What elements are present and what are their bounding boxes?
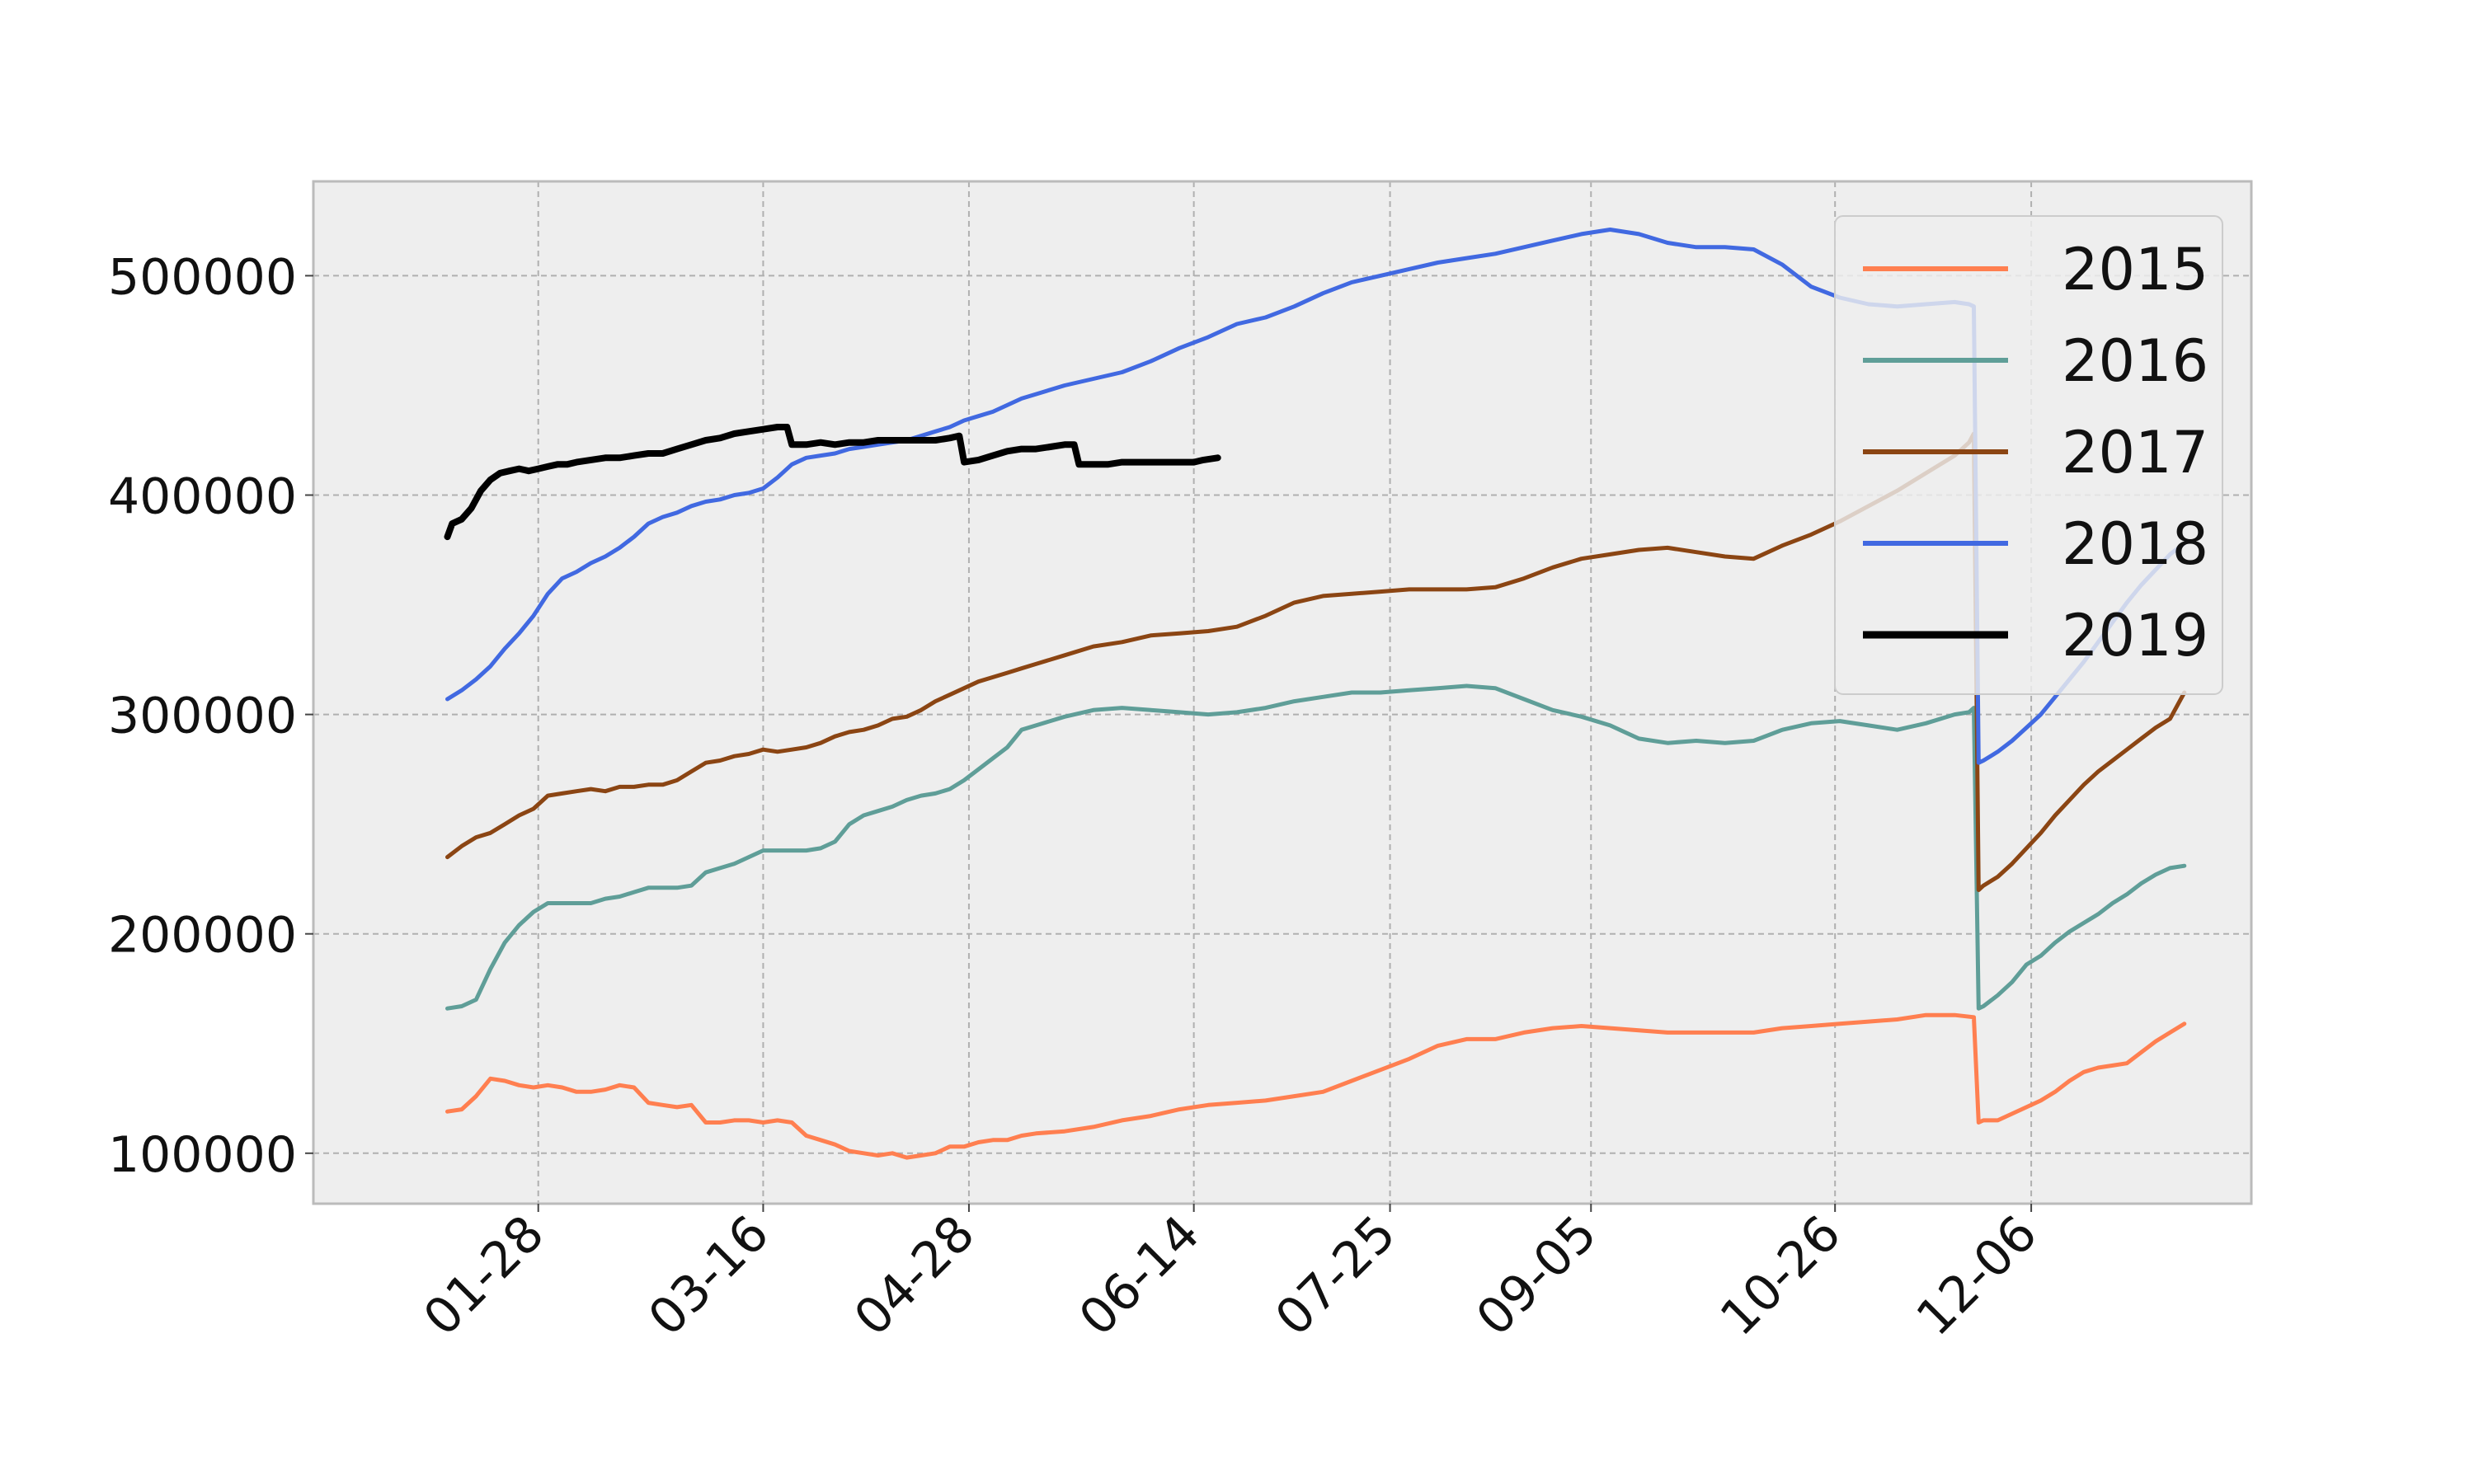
y-tick-label: 500000	[108, 248, 297, 306]
y-tick-label: 100000	[108, 1126, 297, 1184]
legend-box	[1834, 215, 2223, 695]
x-tick-label: 10-26	[1710, 1205, 1852, 1347]
series-line-2015	[445, 1012, 2187, 1160]
x-tick-label: 03-16	[637, 1205, 780, 1347]
legend-label-2015: 2015	[2062, 236, 2208, 303]
plot-frame	[312, 180, 2253, 1205]
legend-label-2016: 2016	[2062, 327, 2208, 395]
y-tick-label: 300000	[108, 688, 297, 745]
y-axis: 100000 200000 300000 400000 500000	[108, 248, 313, 1184]
legend-label-2017: 2017	[2062, 419, 2208, 486]
y-tick-label: 400000	[108, 468, 297, 526]
x-tick-label: 06-14	[1068, 1205, 1211, 1347]
legend-label-2019: 2019	[2062, 602, 2208, 669]
x-tick-label: 07-25	[1264, 1205, 1407, 1347]
x-tick-label: 12-06	[1906, 1205, 2048, 1347]
x-tick-label: 01-28	[413, 1205, 556, 1347]
series-line-2017	[445, 431, 2187, 892]
series-line-2016	[445, 683, 2187, 1011]
legend-label-2018: 2018	[2062, 510, 2208, 578]
x-tick-label: 09-05	[1465, 1205, 1608, 1347]
x-axis: 01-28 03-16 04-28 06-14 07-25 09-05 10-26 12-06	[413, 1204, 2048, 1347]
legend: 2015 2016 2017 2018 2019	[1834, 215, 2223, 695]
x-tick-label: 04-28	[844, 1205, 986, 1347]
y-tick-label: 200000	[108, 907, 297, 965]
series-line-2019	[444, 424, 1221, 541]
